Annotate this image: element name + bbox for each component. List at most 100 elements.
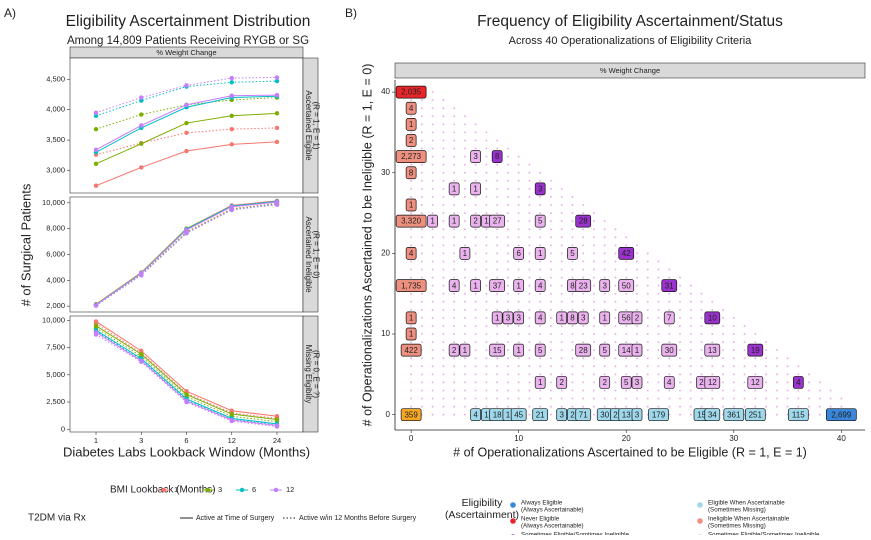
background-dot: [463, 284, 466, 287]
background-dot: [410, 99, 413, 102]
background-dot: [485, 163, 488, 166]
background-dot: [442, 236, 445, 239]
count-label: 2: [473, 217, 478, 226]
background-dot: [463, 147, 466, 150]
series-line: [95, 323, 278, 419]
background-dot: [808, 389, 811, 392]
background-dot: [592, 397, 595, 400]
background-dot: [786, 389, 789, 392]
count-box: [792, 376, 804, 389]
legend-label: (Always Ascertainable): [521, 507, 584, 514]
background-dot: [625, 276, 628, 279]
background-dot: [431, 179, 434, 182]
background-dot: [442, 268, 445, 271]
background-dot: [442, 308, 445, 311]
background-dot: [506, 397, 509, 400]
background-dot: [711, 300, 714, 303]
background-dot: [463, 268, 466, 271]
count-label: 3: [506, 314, 511, 323]
background-dot: [722, 333, 725, 336]
count-label: 2,273: [401, 152, 422, 161]
background-dot: [474, 397, 477, 400]
background-dot: [679, 341, 682, 344]
background-dot: [528, 365, 531, 368]
background-dot: [528, 357, 531, 360]
y-tick-label: 30: [381, 168, 390, 177]
count-box: [618, 247, 635, 260]
background-dot: [442, 349, 445, 352]
panel: [69, 196, 304, 313]
count-label: 14: [622, 346, 631, 355]
background-dot: [420, 357, 423, 360]
count-label: 2: [559, 378, 564, 387]
background-dot: [485, 236, 488, 239]
x-axis-title: # of Operationalizations Ascertained to …: [453, 445, 807, 459]
background-dot: [442, 212, 445, 215]
background-dot: [732, 357, 735, 360]
background-dot: [485, 155, 488, 158]
count-box: [395, 150, 427, 163]
background-dot: [582, 292, 585, 295]
background-dot: [700, 365, 703, 368]
background-dot: [420, 373, 423, 376]
background-dot: [463, 260, 466, 263]
background-dot: [765, 349, 768, 352]
background-dot: [722, 397, 725, 400]
x-tick-label: 40: [837, 434, 846, 443]
background-dot: [614, 324, 617, 327]
count-box: [489, 214, 506, 228]
background-dot: [485, 357, 488, 360]
facet-strip-label: (R = 0, E = ?): [311, 350, 320, 398]
background-dot: [528, 204, 531, 206]
legend-title: (Ascertainment): [445, 509, 519, 521]
count-box: [534, 343, 546, 357]
background-dot: [442, 195, 445, 198]
count-label: 1: [473, 184, 478, 193]
series-point: [274, 111, 280, 116]
series-point: [229, 142, 234, 147]
background-dot: [442, 99, 445, 102]
facet-strip-label: (R = 1, E = 1): [311, 101, 320, 149]
background-dot: [560, 292, 563, 295]
series-point: [229, 204, 234, 209]
background-dot: [679, 284, 682, 287]
background-dot: [517, 333, 520, 336]
background-dot: [571, 405, 574, 408]
background-dot: [646, 389, 649, 392]
background-dot: [711, 308, 714, 311]
background-dot: [431, 155, 434, 158]
count-box: [405, 101, 417, 115]
background-dot: [453, 292, 456, 295]
legend-key: [697, 518, 703, 524]
background-dot: [496, 373, 499, 376]
background-dot: [679, 397, 682, 400]
count-box: [405, 198, 417, 212]
background-dot: [560, 397, 563, 400]
background-dot: [614, 268, 617, 271]
count-label: 1: [452, 217, 457, 226]
background-dot: [571, 195, 574, 198]
background-dot: [539, 228, 542, 231]
count-label: 5: [538, 346, 543, 355]
background-dot: [463, 236, 466, 239]
legend-key: [697, 502, 703, 508]
count-box: [489, 279, 506, 292]
background-dot: [420, 341, 423, 344]
count-box: [448, 343, 460, 357]
count-label: 1: [495, 314, 500, 323]
background-dot: [646, 252, 649, 255]
background-dot: [431, 123, 434, 126]
background-dot: [453, 268, 456, 271]
count-box: [575, 343, 592, 357]
count-box: [448, 214, 460, 228]
background-dot: [485, 131, 488, 134]
background-dot: [592, 308, 595, 311]
background-dot: [560, 300, 563, 303]
background-dot: [463, 389, 466, 392]
background-dot: [506, 204, 509, 206]
background-dot: [496, 163, 499, 166]
background-dot: [603, 292, 606, 295]
background-dot: [603, 397, 606, 400]
background-dot: [517, 171, 520, 174]
count-label: 2: [409, 136, 414, 145]
